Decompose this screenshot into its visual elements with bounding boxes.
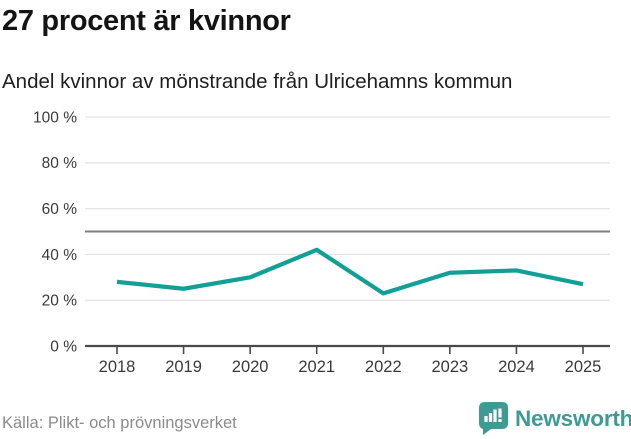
newsworthy-wordmark: Newsworthy	[515, 405, 631, 431]
y-tick-label: 0 %	[50, 338, 77, 355]
line-chart: 0 % 20 % 40 % 60 % 80 % 100 % 2018 2019 2020 2021…	[33, 109, 610, 376]
x-tick-label: 2019	[165, 358, 202, 376]
chart-title: 27 procent är kvinnor	[2, 5, 291, 37]
data-line	[116, 247, 584, 296]
x-tick-label: 2021	[298, 358, 335, 376]
y-tick-label: 20 %	[42, 293, 78, 310]
y-tick-label: 40 %	[42, 247, 78, 264]
x-tick-label: 2022	[365, 358, 402, 376]
newsworthy-logo-icon	[479, 402, 508, 435]
x-tick-label: 2018	[99, 358, 136, 376]
y-tick-label: 60 %	[42, 201, 78, 218]
x-tick-label: 2025	[565, 358, 602, 376]
source-note: Källa: Plikt- och prövningsverket	[2, 414, 237, 432]
newsworthy-logo[interactable]: Newsworthy	[479, 402, 631, 435]
x-tick-label: 2020	[232, 358, 269, 376]
chart-subtitle: Andel kvinnor av mönstrande från Ulriceh…	[2, 70, 513, 93]
x-tick-label: 2023	[431, 358, 468, 376]
x-tick-label: 2024	[498, 358, 535, 376]
y-tick-label: 100 %	[33, 109, 77, 126]
y-tick-label: 80 %	[42, 155, 78, 172]
